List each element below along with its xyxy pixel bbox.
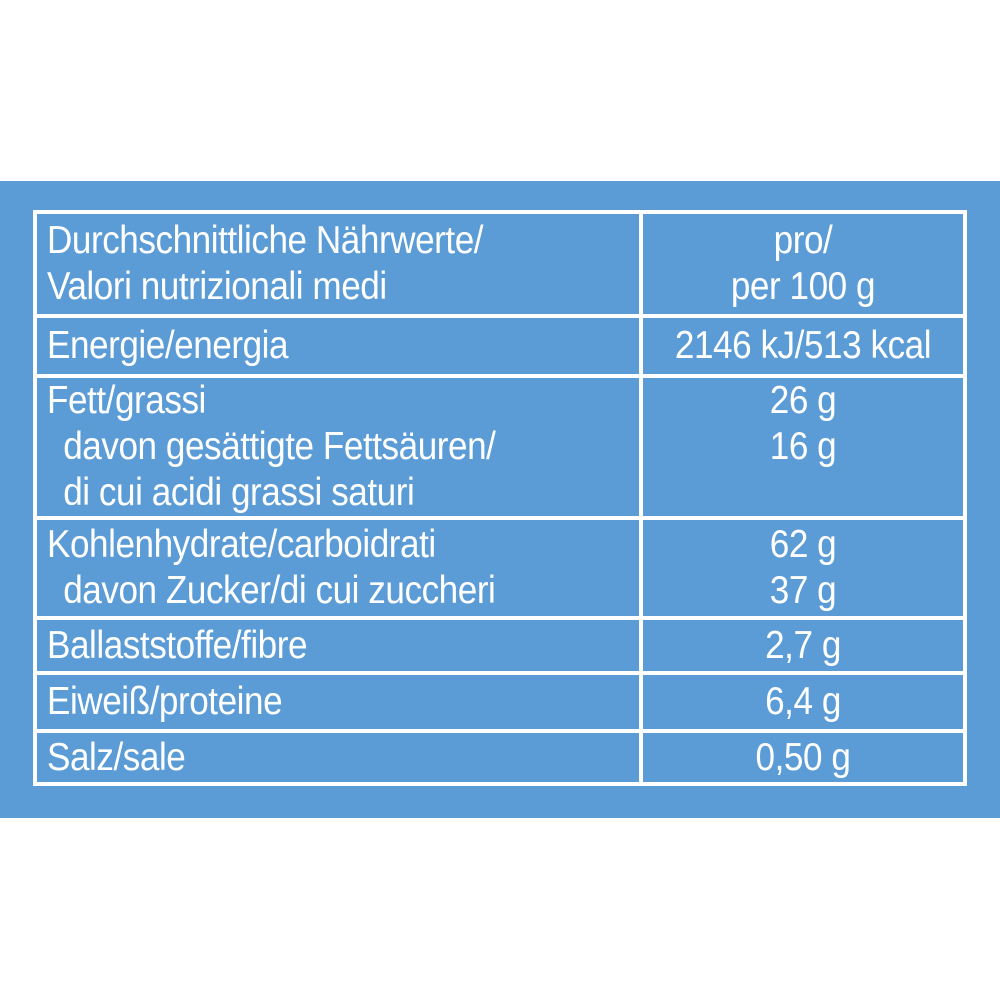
header-value-line: pro/	[773, 219, 833, 262]
row-label-subline: davon gesättigte Fettsäuren/	[63, 425, 496, 468]
row-label-cell: Ballaststoffe/fibre	[37, 620, 643, 671]
row-label-subline: di cui acidi grassi saturi	[63, 471, 415, 514]
row-label-line: Salz/sale	[47, 735, 186, 779]
row-label-cell: Kohlenhydrate/carboidrati davon Zucker/d…	[37, 520, 643, 616]
row-label-line: Energie/energia	[47, 324, 289, 367]
row-value-line: 62 g	[769, 523, 837, 566]
header-value-line: per 100 g	[730, 265, 876, 308]
table-row-protein: Eiweiß/proteine 6,4 g	[37, 671, 963, 729]
table-row-salt: Salz/sale 0,50 g	[37, 729, 963, 782]
row-label-cell: Salz/sale	[37, 733, 643, 782]
table-header-row: Durchschnittliche Nährwerte/ Valori nutr…	[37, 214, 963, 314]
row-value-cell: 2,7 g	[643, 620, 963, 671]
row-value-line: 37 g	[769, 569, 837, 612]
row-label-cell: Fett/grassi davon gesättigte Fettsäuren/…	[37, 378, 643, 516]
row-value-line: 6,4 g	[765, 680, 841, 723]
row-value-cell: 0,50 g	[643, 733, 963, 782]
table-row-carbohydrate: Kohlenhydrate/carboidrati davon Zucker/d…	[37, 516, 963, 616]
row-value-cell: 2146 kJ/513 kcal	[643, 318, 963, 374]
row-label-cell: Energie/energia	[37, 318, 643, 374]
row-label-subline: davon Zucker/di cui zuccheri	[63, 569, 496, 612]
row-value-line: 16 g	[769, 425, 837, 468]
row-value-line: 0,50 g	[755, 735, 851, 779]
table-row-fibre: Ballaststoffe/fibre 2,7 g	[37, 616, 963, 671]
row-value-line: 26 g	[769, 379, 837, 422]
row-value-cell: 6,4 g	[643, 675, 963, 729]
table-row-energy: Energie/energia 2146 kJ/513 kcal	[37, 314, 963, 374]
row-label-line: Ballaststoffe/fibre	[47, 623, 308, 667]
header-label-line: Valori nutrizionali medi	[47, 265, 387, 308]
row-value-line: 2146 kJ/513 kcal	[674, 324, 932, 367]
row-label-cell: Eiweiß/proteine	[37, 675, 643, 729]
row-label-line: Eiweiß/proteine	[47, 680, 283, 723]
nutrition-table: Durchschnittliche Nährwerte/ Valori nutr…	[33, 210, 967, 786]
row-value-cell: 26 g 16 g	[643, 378, 963, 516]
row-value-cell: 62 g 37 g	[643, 520, 963, 616]
header-label-cell: Durchschnittliche Nährwerte/ Valori nutr…	[37, 214, 643, 314]
header-label-line: Durchschnittliche Nährwerte/	[47, 219, 484, 262]
header-value-cell: pro/ per 100 g	[643, 214, 963, 314]
table-row-fat: Fett/grassi davon gesättigte Fettsäuren/…	[37, 374, 963, 516]
row-label-line: Kohlenhydrate/carboidrati	[47, 523, 436, 566]
row-value-line: 2,7 g	[765, 623, 841, 667]
nutrition-panel: Durchschnittliche Nährwerte/ Valori nutr…	[0, 181, 1000, 818]
row-label-line: Fett/grassi	[47, 379, 206, 422]
